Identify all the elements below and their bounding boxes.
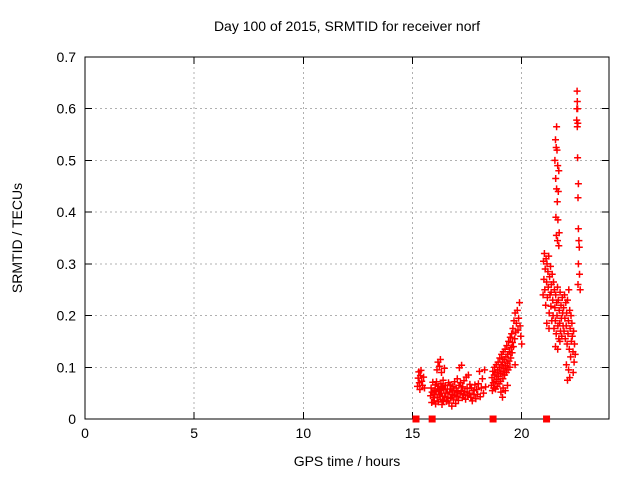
srmtid-plus-markers (414, 87, 584, 410)
x-tick-labels: 0 5 10 15 20 (81, 425, 530, 441)
grid-lines (85, 57, 609, 419)
x-tick-label: 15 (405, 425, 421, 441)
y-tick-label: 0.1 (57, 359, 77, 375)
zero-value-square-marker (489, 415, 497, 423)
zero-value-square-marker (543, 415, 551, 423)
scatter-points (412, 87, 584, 423)
zero-value-square-marker (412, 415, 420, 423)
x-tick-label: 20 (514, 425, 530, 441)
axis-ticks (84, 56, 609, 420)
y-tick-label: 0.2 (57, 308, 77, 324)
y-tick-label: 0.6 (57, 101, 77, 117)
zero-value-square-marker (428, 415, 436, 423)
y-tick-label: 0 (68, 411, 76, 427)
y-tick-label: 0.5 (57, 152, 77, 168)
x-axis-label: GPS time / hours (294, 453, 401, 469)
x-tick-label: 0 (81, 425, 89, 441)
x-tick-label: 10 (296, 425, 312, 441)
y-axis-label: SRMTID / TECUs (9, 183, 25, 293)
y-tick-label: 0.4 (57, 204, 77, 220)
x-tick-label: 5 (190, 425, 198, 441)
chart-title: Day 100 of 2015, SRMTID for receiver nor… (214, 18, 480, 34)
plot-border (84, 56, 610, 420)
y-tick-labels: 0 0.1 0.2 0.3 0.4 0.5 0.6 0.7 (57, 49, 77, 427)
y-tick-label: 0.3 (57, 256, 77, 272)
y-tick-label: 0.7 (57, 49, 77, 65)
